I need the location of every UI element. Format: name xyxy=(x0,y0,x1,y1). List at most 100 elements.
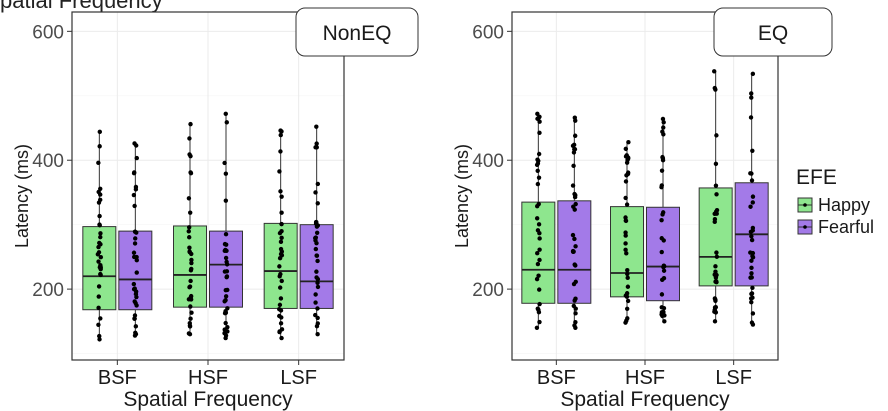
data-point xyxy=(571,303,577,309)
data-point xyxy=(571,142,577,148)
data-point xyxy=(749,178,755,183)
data-point xyxy=(223,198,229,203)
data-point xyxy=(662,319,667,324)
data-point xyxy=(537,130,542,136)
data-point xyxy=(98,272,103,278)
data-point xyxy=(535,161,541,166)
box-iqr xyxy=(646,206,680,302)
strip-text: EQ xyxy=(758,22,788,45)
box-happy-hsf xyxy=(173,121,207,337)
data-point xyxy=(187,324,193,329)
data-point xyxy=(714,250,719,255)
data-point xyxy=(750,225,756,231)
data-point xyxy=(623,179,629,184)
data-point xyxy=(278,251,284,257)
data-point xyxy=(749,234,754,239)
box-happy-hsf xyxy=(610,139,644,325)
data-point xyxy=(535,157,540,162)
data-point xyxy=(131,192,137,198)
data-point xyxy=(277,302,283,308)
data-point xyxy=(659,217,664,223)
data-point xyxy=(222,269,228,274)
data-point xyxy=(222,160,227,166)
data-point xyxy=(535,306,540,311)
data-point xyxy=(315,332,320,337)
data-point xyxy=(315,280,320,285)
data-point xyxy=(623,293,629,298)
data-point xyxy=(713,183,719,188)
data-point xyxy=(624,202,630,207)
data-point xyxy=(623,247,628,253)
data-point xyxy=(623,233,628,238)
data-point xyxy=(97,240,102,246)
box-fearful-bsf xyxy=(557,115,592,330)
data-point xyxy=(225,306,230,311)
data-point xyxy=(625,171,631,177)
data-point xyxy=(96,160,101,166)
box-fearful-hsf xyxy=(646,116,680,324)
data-point xyxy=(570,232,576,238)
data-point xyxy=(313,292,318,297)
y-tick-label: 600 xyxy=(32,22,64,43)
data-point xyxy=(134,155,139,161)
data-point xyxy=(277,306,282,312)
data-point xyxy=(623,195,628,201)
data-point xyxy=(98,186,103,192)
data-point xyxy=(277,274,282,279)
data-point xyxy=(714,279,719,285)
data-point xyxy=(536,222,542,227)
data-point xyxy=(536,175,542,180)
data-point xyxy=(712,308,718,314)
data-point xyxy=(535,116,540,121)
data-point xyxy=(131,281,137,287)
x-tick-label: LSF xyxy=(280,367,317,389)
box-happy-lsf xyxy=(698,69,733,324)
data-point xyxy=(313,300,318,305)
data-point xyxy=(187,235,192,240)
data-point xyxy=(98,234,103,240)
data-point xyxy=(573,279,578,285)
data-point xyxy=(188,170,193,175)
data-point xyxy=(712,319,718,324)
data-point xyxy=(223,231,229,237)
data-point xyxy=(187,245,192,250)
data-point xyxy=(748,204,753,209)
data-point xyxy=(186,225,192,230)
data-point xyxy=(223,310,229,316)
data-point xyxy=(313,312,318,318)
data-point xyxy=(314,230,320,236)
data-point xyxy=(534,276,540,282)
data-point xyxy=(572,298,577,303)
data-point xyxy=(134,143,139,148)
legend-item-happy: Happy xyxy=(797,195,870,215)
data-point xyxy=(187,136,192,141)
data-point xyxy=(223,255,229,261)
data-point xyxy=(189,310,194,315)
data-point xyxy=(750,200,755,205)
data-point xyxy=(97,333,102,339)
data-point xyxy=(278,285,283,290)
data-point xyxy=(223,335,228,341)
top-caption: patial Frequency xyxy=(0,0,163,13)
data-point xyxy=(625,268,630,273)
data-point xyxy=(572,207,577,212)
data-point xyxy=(187,285,192,290)
data-point xyxy=(749,95,754,100)
data-point xyxy=(536,201,541,207)
data-point xyxy=(661,120,666,125)
data-point xyxy=(188,278,193,284)
data-point xyxy=(278,189,283,194)
data-point xyxy=(570,183,576,188)
data-point xyxy=(714,192,719,197)
data-point xyxy=(96,305,101,311)
data-point xyxy=(132,299,137,304)
data-point xyxy=(314,253,320,258)
data-point xyxy=(748,229,754,235)
data-point xyxy=(571,163,576,169)
box-fearful-lsf xyxy=(734,71,769,327)
data-point xyxy=(537,287,542,292)
data-point xyxy=(661,125,666,130)
legend-label: Fearful xyxy=(818,217,874,237)
x-tick-label: BSF xyxy=(537,367,576,389)
data-point xyxy=(279,335,284,341)
